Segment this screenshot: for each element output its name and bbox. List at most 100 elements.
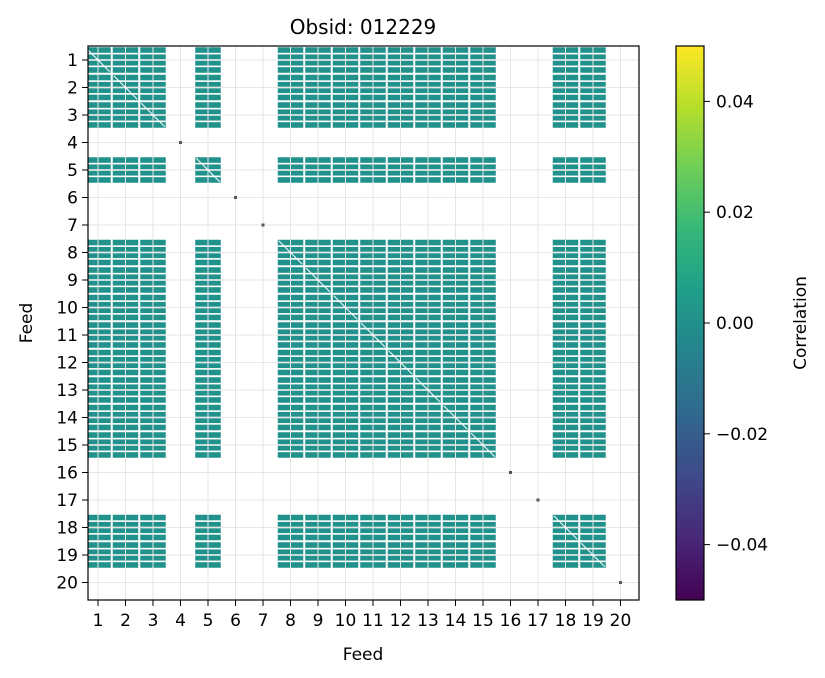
y-tick-label: 13 [56, 381, 78, 401]
colorbar-tick-label: 0.00 [716, 314, 754, 334]
cell-stripe [88, 327, 111, 330]
x-tick-label: 4 [175, 611, 186, 631]
cell-stripe [88, 313, 111, 315]
diagonal-mark [415, 377, 441, 403]
y-tick-label: 1 [67, 51, 78, 71]
x-tick-label: 2 [120, 611, 131, 631]
x-tick-label: 5 [203, 611, 214, 631]
cell-stripe [88, 340, 111, 343]
colorbar-gradient [676, 46, 704, 600]
cell-stripe [88, 285, 111, 288]
y-tick-label: 3 [67, 106, 78, 126]
diagonal-mark [305, 267, 331, 293]
diagonal-dot [509, 471, 512, 474]
colorbar-tick-label: −0.02 [716, 425, 768, 445]
y-tick-label: 8 [67, 244, 78, 264]
x-tick-label: 1 [93, 611, 104, 631]
x-tick-label: 15 [472, 611, 494, 631]
y-tick-label: 19 [56, 546, 78, 566]
diagonal-mark [470, 432, 496, 458]
chart-title: Obsid: 012229 [290, 15, 437, 39]
cell-stripe [88, 437, 111, 440]
x-tick-label: 10 [335, 611, 357, 631]
cell-stripe [88, 533, 111, 535]
x-axis-label: Feed [343, 645, 384, 665]
colorbar-tick-label: −0.04 [716, 536, 768, 556]
x-tick-label: 16 [500, 611, 522, 631]
plot-frame [87, 45, 640, 601]
y-tick-label: 7 [67, 216, 78, 236]
diagonal-mark [443, 405, 468, 430]
y-tick-label: 16 [56, 464, 78, 484]
diagonal-dot [536, 498, 540, 502]
y-tick-label: 14 [56, 409, 78, 429]
x-axis-ticks: 1 2 3 4 5 6 7 8 9 10 11 12 13 14 15 16 17 18 19 20 [93, 600, 632, 631]
cell-stripe [88, 175, 111, 178]
cell-stripe [88, 560, 111, 563]
y-tick-label: 5 [67, 161, 78, 181]
cell-stripe [88, 450, 111, 453]
x-tick-label: 18 [555, 611, 577, 631]
diagonal-mark [140, 102, 166, 128]
diagonal-dot [234, 196, 237, 199]
y-tick-label: 4 [67, 134, 78, 154]
cell-stripe [88, 382, 111, 385]
cell-stripe [88, 65, 111, 68]
diagonal-dot [261, 223, 265, 227]
colorbar-tick-label: 0.04 [716, 92, 754, 112]
diagonal-mark [88, 49, 111, 73]
colorbar-tick-label: 0.02 [716, 203, 754, 223]
colorbar: −0.04 −0.02 0.00 0.02 0.04 Correlation [675, 45, 811, 601]
x-tick-label: 6 [230, 611, 241, 631]
heatmap-plot-area [87, 45, 640, 601]
x-tick-label: 7 [258, 611, 269, 631]
x-tick-label: 13 [417, 611, 439, 631]
cell-stripe [88, 547, 111, 550]
diagonal-mark [333, 295, 358, 320]
cell-stripe [88, 93, 111, 95]
colorbar-label: Correlation [791, 276, 811, 370]
x-tick-label: 20 [610, 611, 632, 631]
cell-stripe [88, 120, 111, 123]
x-tick-label: 3 [148, 611, 159, 631]
cell-stripe [88, 107, 111, 110]
diagonal-dot [619, 581, 622, 584]
cell-stripe [88, 520, 111, 522]
diagonal-mark [360, 322, 386, 348]
y-tick-label: 18 [56, 519, 78, 539]
diagonal-mark [580, 542, 606, 568]
y-tick-label: 6 [67, 189, 78, 209]
cell-stripe [88, 410, 111, 412]
diagonal-mark [195, 157, 221, 183]
y-tick-label: 17 [56, 491, 78, 511]
y-tick-label: 2 [67, 79, 78, 99]
x-tick-label: 9 [313, 611, 324, 631]
cell-stripe [88, 258, 111, 260]
cell-stripe [88, 300, 111, 302]
diagonal-dot [179, 141, 182, 144]
cell-stripe [88, 355, 111, 357]
y-axis-label: Feed [17, 303, 37, 344]
cell-stripe [88, 52, 111, 55]
y-tick-label: 20 [56, 574, 78, 594]
y-tick-label: 10 [56, 299, 78, 319]
cell-stripe [88, 245, 111, 247]
x-tick-label: 14 [445, 611, 467, 631]
diagonal-mark [388, 350, 413, 375]
cell-stripe [88, 368, 111, 370]
diagonal-mark [278, 240, 303, 265]
cell-stripe [88, 272, 111, 275]
x-tick-label: 11 [362, 611, 384, 631]
cell-stripe [88, 423, 111, 425]
x-tick-label: 12 [390, 611, 412, 631]
cell-stripe [88, 80, 111, 82]
y-tick-label: 12 [56, 354, 78, 374]
diagonal-mark [553, 515, 578, 540]
colorbar-ticks: −0.04 −0.02 0.00 0.02 0.04 [704, 92, 768, 556]
diagonal-mark [113, 75, 138, 100]
x-tick-label: 19 [582, 611, 604, 631]
diagonal-markers [88, 49, 622, 584]
y-tick-label: 11 [56, 326, 78, 346]
